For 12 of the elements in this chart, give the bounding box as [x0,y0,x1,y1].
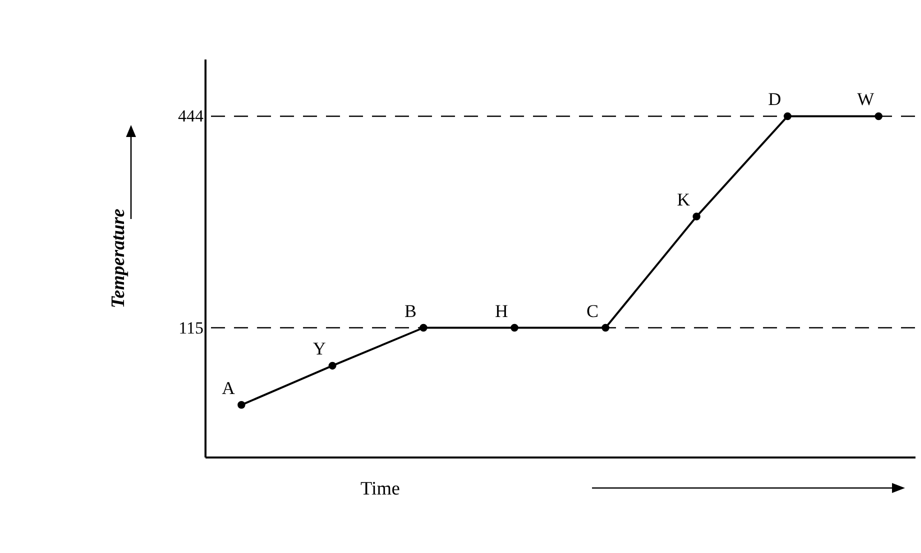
data-label: H [494,300,508,321]
data-label: K [677,190,690,210]
y-axis-title: Temperature [108,208,129,308]
data-label: W [857,89,874,110]
data-label: Y [312,338,326,359]
y-tick-label: 444 [178,106,204,126]
data-label: A [222,378,235,398]
y-tick-label: 115 [178,318,204,338]
data-label: B [404,300,416,321]
data-label: D [768,89,782,110]
x-axis-title: Time [360,478,400,500]
data-label: C [586,300,599,321]
